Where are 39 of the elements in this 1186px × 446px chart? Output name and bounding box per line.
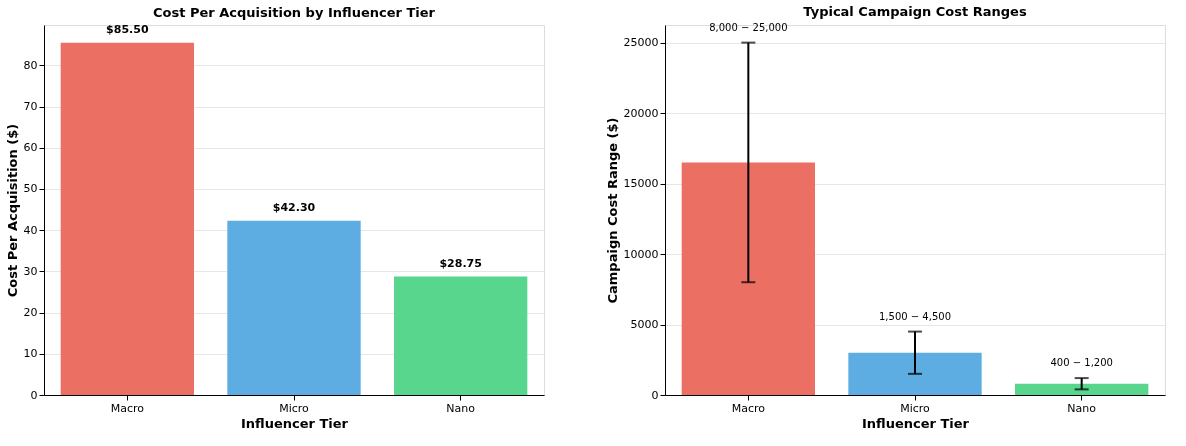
bar xyxy=(227,220,361,395)
y-tick-label: 30 xyxy=(23,264,38,278)
y-tick-label: 20 xyxy=(23,306,38,320)
y-tick-label: 10000 xyxy=(623,247,659,261)
data-label: $85.50 xyxy=(106,22,149,36)
bar xyxy=(1015,383,1149,395)
bar xyxy=(394,276,528,395)
data-label: $28.75 xyxy=(439,256,482,270)
data-label: $42.30 xyxy=(272,200,316,214)
bar xyxy=(681,162,815,395)
y-tick-label: 80 xyxy=(23,58,38,72)
y-tick-label: 5000 xyxy=(630,318,659,332)
annotation: 8,000 − 25,000 xyxy=(709,21,788,33)
bar xyxy=(60,42,194,395)
y-tick-label: 10 xyxy=(23,347,38,361)
annotation: 1,500 − 4,500 xyxy=(879,310,951,322)
x-axis-title: Influencer Tier xyxy=(240,415,349,431)
y-tick-label: 20000 xyxy=(623,106,659,120)
x-axis-title: Influencer Tier xyxy=(861,415,970,431)
y-tick-label: 15000 xyxy=(623,177,659,191)
chart-title: Typical Campaign Cost Ranges xyxy=(803,3,1027,19)
y-tick-label: 50 xyxy=(23,182,38,196)
y-tick-label: 70 xyxy=(23,100,38,114)
x-tick-label: Nano xyxy=(1067,401,1097,415)
y-tick-label: 0 xyxy=(30,388,38,402)
y-tick-label: 25000 xyxy=(623,36,659,50)
x-tick-label: Micro xyxy=(900,401,931,415)
y-axis-title: Campaign Cost Range ($) xyxy=(604,117,620,304)
chart-title: Cost Per Acquisition by Influencer Tier xyxy=(153,4,436,20)
x-tick-label: Macro xyxy=(110,401,145,415)
y-tick-label: 40 xyxy=(23,223,38,237)
bar xyxy=(848,352,982,395)
y-tick-label: 0 xyxy=(651,388,659,402)
annotation: 400 − 1,200 xyxy=(1050,357,1113,369)
y-tick-label: 60 xyxy=(23,141,38,155)
y-axis-title: Cost Per Acquisition ($) xyxy=(4,123,20,298)
x-tick-label: Nano xyxy=(446,401,476,415)
x-tick-label: Macro xyxy=(731,401,766,415)
x-tick-label: Micro xyxy=(279,401,310,415)
